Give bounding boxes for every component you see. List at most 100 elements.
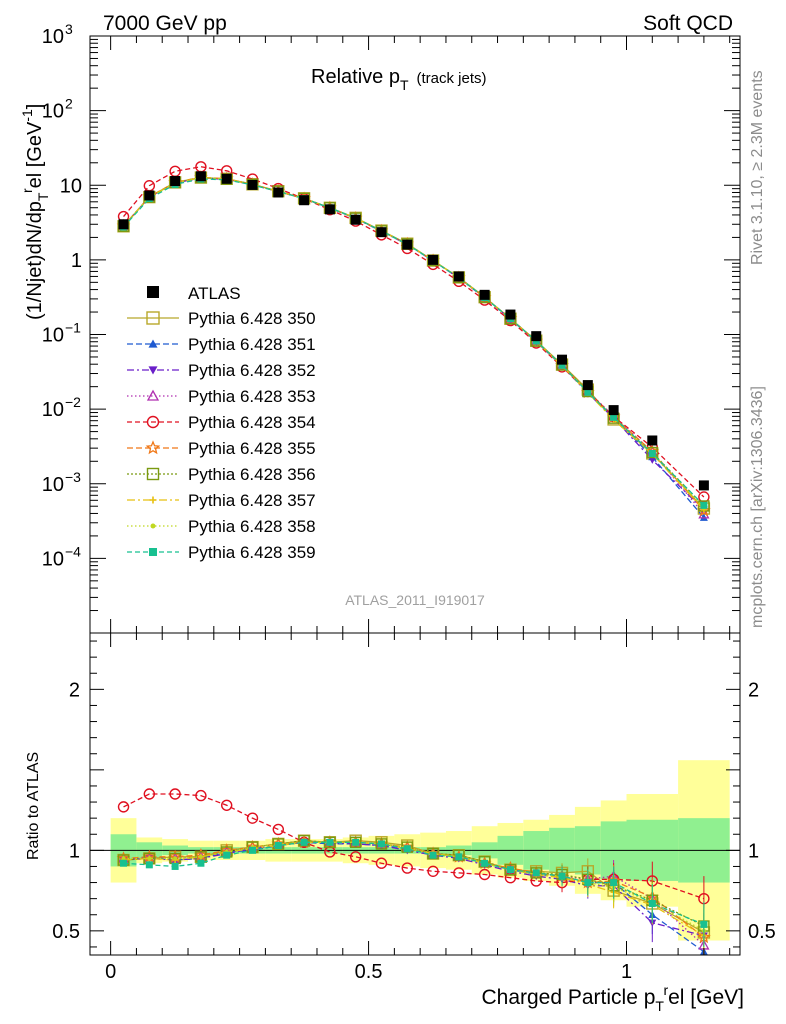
ratio-point [198, 854, 203, 859]
ratio-line-3 [123, 841, 705, 937]
ratio-point [246, 812, 259, 824]
data-point [144, 190, 155, 201]
ratio-point [506, 866, 514, 874]
mcplots-label: mcplots.cern.ch [arXiv:1306.3436] [749, 386, 766, 628]
analysis-id: ATLAS_2011_I919017 [345, 592, 485, 608]
data-point [647, 435, 658, 446]
ratio-y-axis-label: Ratio to ATLAS [25, 752, 42, 860]
ratio-point [145, 861, 153, 869]
legend-label-data: ATLAS [188, 284, 241, 303]
ratio-frame [89, 632, 741, 956]
legend-label: Pythia 6.428 359 [188, 543, 316, 562]
data-point [557, 354, 568, 365]
series-point [558, 361, 566, 369]
data-point [453, 271, 464, 282]
data-point [118, 219, 129, 230]
series-point [697, 503, 711, 517]
ratio-point [143, 788, 156, 800]
y-tick-exponent: −1 [65, 320, 81, 336]
x-tick-label: 0.5 [355, 961, 383, 983]
ratio-point [377, 840, 385, 848]
ratio-point [403, 845, 411, 853]
ratio-point [352, 838, 360, 846]
y-tick-exponent: −4 [65, 543, 81, 559]
series-line-10 [123, 178, 705, 506]
ratio-tick-label: 1 [69, 840, 80, 862]
legend-label: Pythia 6.428 351 [188, 335, 316, 354]
ratio-point [375, 857, 388, 869]
legend-label: Pythia 6.428 353 [188, 387, 316, 406]
ratio-point [504, 863, 517, 876]
data-point [247, 179, 258, 190]
ratio-tick-label-right: 1 [748, 840, 759, 862]
series-point [700, 501, 708, 509]
legend-label: Pythia 6.428 352 [188, 361, 316, 380]
legend: ATLAS Pythia 6.428 350 Pythia 6.428 351 Pyt… [127, 284, 316, 562]
y-tick-label: 10 [42, 325, 64, 347]
ratio-point [169, 788, 181, 800]
ratio-point [648, 899, 656, 907]
ratio-line-10 [123, 841, 705, 926]
header-right: Soft QCD [643, 12, 733, 35]
ratio-point [429, 851, 437, 859]
data-point [505, 309, 516, 320]
ratio-point [530, 867, 542, 879]
data-point [402, 239, 413, 250]
data-point [479, 289, 490, 300]
ratio-point [453, 867, 465, 879]
data-point [170, 176, 181, 187]
ratio-point [532, 869, 540, 877]
legend-label: Pythia 6.428 357 [188, 491, 316, 510]
ratio-tick-label-right: 2 [748, 679, 759, 701]
ratio-point [195, 789, 207, 802]
ratio-point [478, 868, 491, 881]
ratio-point [558, 872, 566, 880]
ratio-point [481, 859, 489, 867]
ratio-point [147, 856, 152, 861]
header-left: 7000 GeV pp [103, 12, 227, 35]
data-point [582, 380, 593, 391]
ratio-line-5 [123, 793, 705, 900]
ratio-point [610, 879, 618, 887]
data-point [350, 214, 361, 225]
ratio-line-1 [123, 840, 705, 934]
ratio-series-layer [116, 788, 711, 955]
ratio-tick-label-right: 0.5 [748, 921, 776, 943]
y-tick-exponent: 3 [65, 21, 73, 37]
x-tick-label: 0 [105, 961, 116, 983]
data-point [531, 331, 542, 342]
ratio-point [173, 856, 178, 861]
ratio-tick-label: 2 [69, 679, 80, 701]
series-point [648, 456, 657, 464]
chart-title: Relative pT (track jets) [311, 66, 487, 93]
y-tick-exponent: −3 [65, 469, 81, 485]
ratio-point [584, 879, 592, 887]
y-tick-label: 10 [42, 101, 64, 123]
y-axis-label: (1/Njet)dN/dpTrel [GeV-1] [19, 104, 51, 320]
series-point [699, 513, 708, 521]
legend-marker [148, 339, 158, 348]
y-tick-exponent: −2 [65, 394, 81, 410]
legend-marker-data [147, 286, 159, 298]
legend-label: Pythia 6.428 350 [188, 309, 316, 328]
ratio-point [121, 856, 126, 861]
ratio-point [120, 859, 128, 867]
ratio-point [427, 865, 439, 877]
x-axis-label: Charged Particle pTrel [GeV] [481, 982, 744, 1014]
data-points-layer [118, 171, 709, 491]
y-tick-label: 10 [42, 548, 64, 570]
data-point [324, 204, 335, 215]
ratio-point [300, 838, 308, 846]
legend-label: Pythia 6.428 355 [188, 439, 316, 458]
ratio-point [274, 842, 282, 850]
ratio-line-2 [123, 841, 705, 953]
ratio-point [249, 846, 256, 854]
legend-marker [149, 496, 157, 504]
y-tick-label: 10 [60, 175, 82, 197]
data-point [428, 254, 439, 265]
y-tick-label: 10 [42, 474, 64, 496]
ratio-point [326, 838, 334, 846]
ratio-point [272, 823, 284, 836]
ratio-point [221, 799, 233, 811]
